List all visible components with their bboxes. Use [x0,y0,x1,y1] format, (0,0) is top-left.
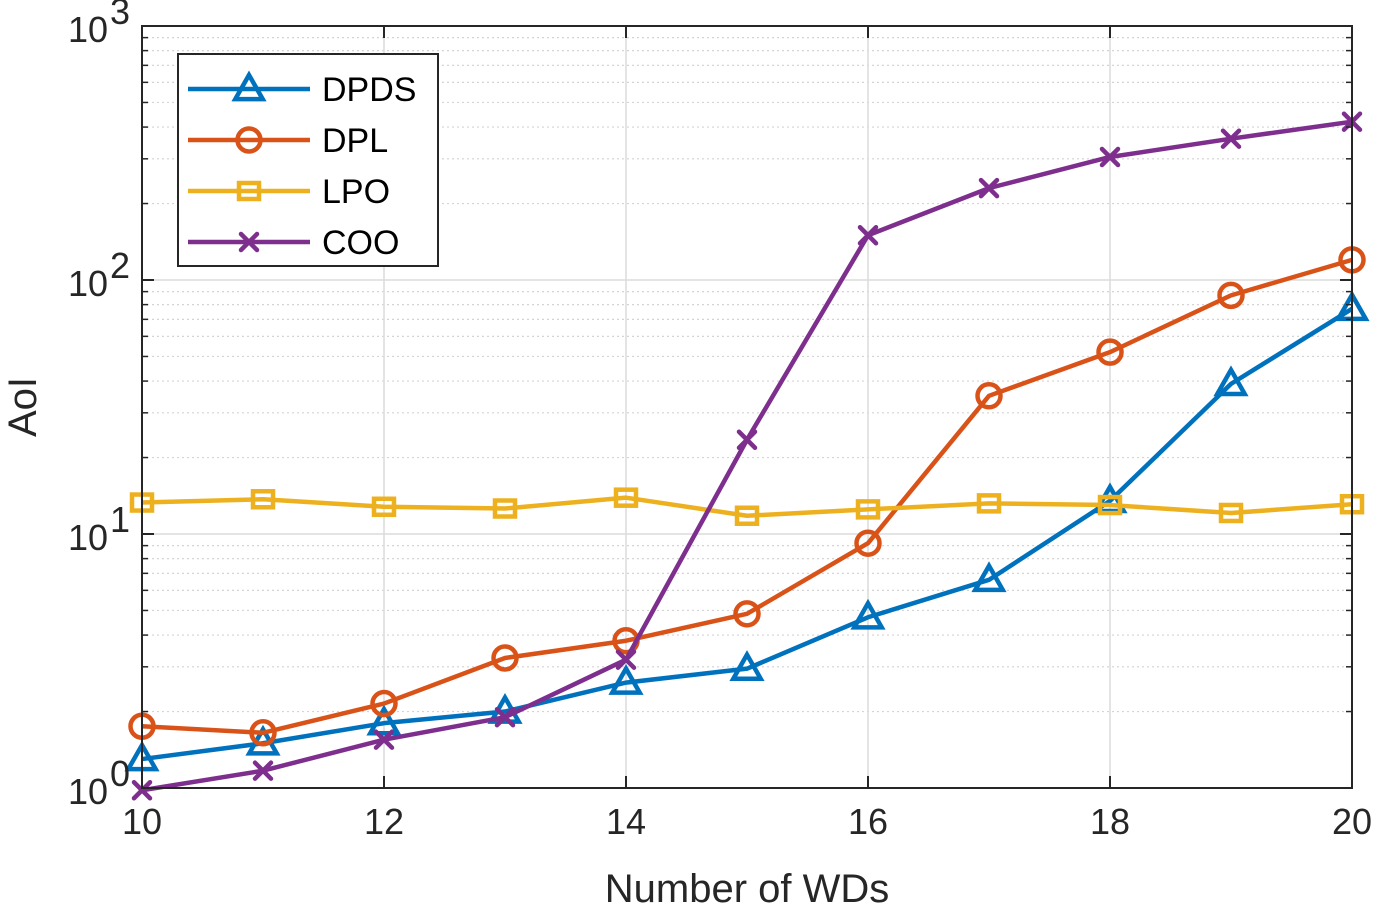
legend-label: DPL [322,122,388,160]
x-tick-label: 10 [122,801,162,842]
series-line-lpo [141,495,1353,518]
data-point-coo [978,177,1000,199]
data-point-lpo [976,493,1002,514]
legend-entry-dpl: DPL [188,122,388,160]
data-point-lpo [613,487,639,508]
data-point-lpo [1218,502,1244,524]
data-point-dpl [1217,281,1245,310]
data-point-dpds [608,664,644,695]
y-tick-label: 10 [68,9,108,50]
legend-marker [238,231,260,253]
legend-marker [236,180,262,202]
data-point-dpds [729,650,765,681]
x-tick-label: 12 [364,801,404,842]
y-tick-label: 10 [68,263,108,304]
legend-entry-lpo: LPO [188,173,390,211]
plot-frame [141,25,1353,789]
data-point-dpds [1213,365,1249,397]
data-point-lpo [371,496,397,518]
series-dpds [124,290,1370,772]
series-lpo [129,487,1365,526]
data-point-coo [1099,146,1121,168]
data-point-coo [736,429,758,450]
data-point-dpds [971,561,1007,593]
data-point-dpl [491,644,519,672]
data-point-coo [857,225,879,246]
legend-entry-dpds: DPDS [188,70,416,109]
data-point-dpl [370,689,398,718]
data-point-lpo [855,499,881,520]
data-point-dpl [249,719,277,747]
data-point-lpo [1097,494,1123,516]
x-tick-label: 14 [606,801,646,842]
x-tick-label: 20 [1332,801,1372,842]
series-line-dpds [141,306,1354,762]
legend-marker [231,70,267,102]
y-tick-exponent: 1 [110,499,130,540]
data-point-dpl [975,382,1003,410]
legend-label: LPO [322,173,390,211]
data-point-coo [373,729,395,750]
data-point-lpo [734,505,760,526]
data-point-lpo [492,498,518,519]
data-point-dpds [850,598,886,630]
y-axis-title: AoI [1,377,45,437]
data-point-dpl [733,600,761,628]
legend-label: COO [322,224,399,262]
y-tick-exponent: 2 [110,245,130,286]
data-point-dpl [854,529,882,557]
x-tick-label: 18 [1090,801,1130,842]
data-point-coo [1220,128,1242,149]
data-point-coo [615,649,637,670]
data-point-lpo [250,489,276,510]
y-tick-label: 10 [68,771,108,812]
data-point-coo [252,760,274,781]
legend: DPDS DPL LPO COO [177,53,439,267]
x-axis-title: Number of WDs [605,867,890,909]
y-tick-exponent: 0 [110,753,130,794]
series-layer [124,111,1370,801]
series-line-dpl [141,257,1353,736]
data-point-coo [131,779,153,801]
legend-marker [235,126,263,154]
x-tick-label: 16 [848,801,888,842]
data-point-dpds [366,704,402,736]
legend-entry-coo: COO [188,224,399,262]
y-tick-label: 10 [68,517,108,558]
data-point-dpl [1096,338,1124,366]
data-point-coo [494,706,516,728]
legend-label: DPDS [322,71,416,109]
y-tick-exponent: 3 [110,0,130,32]
